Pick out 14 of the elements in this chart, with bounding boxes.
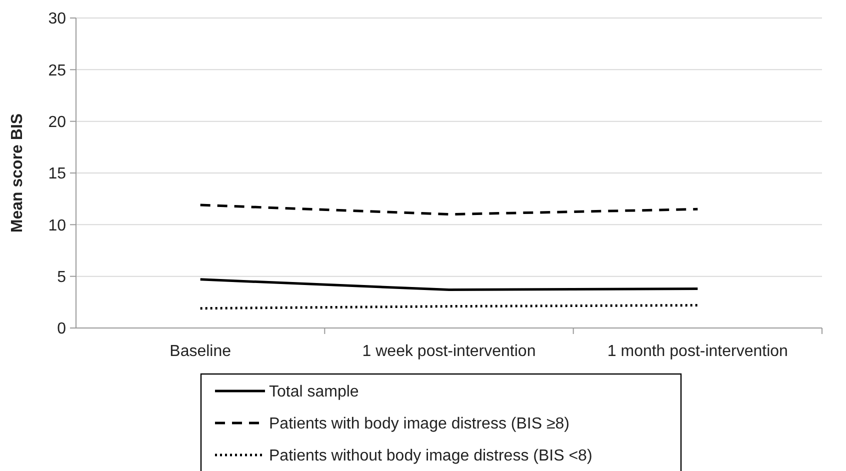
y-tick-label: 10 bbox=[48, 217, 66, 234]
y-tick-label: 5 bbox=[57, 268, 66, 286]
legend-label: Patients without body image distress (BIS <8) bbox=[269, 448, 592, 465]
y-tick-label: 0 bbox=[57, 320, 66, 338]
legend-label: Total sample bbox=[269, 384, 359, 401]
legend-label: Patients with body image distress (BIS ≥8) bbox=[269, 416, 570, 433]
x-tick-label: 1 week post-intervention bbox=[362, 343, 536, 360]
y-tick-label: 15 bbox=[48, 166, 66, 183]
y-axis-title: Mean score BIS bbox=[9, 113, 26, 233]
y-tick-label: 25 bbox=[48, 62, 66, 80]
x-tick-label: Baseline bbox=[170, 343, 232, 360]
y-tick-label: 20 bbox=[48, 114, 66, 131]
y-tick-label: 30 bbox=[48, 10, 66, 28]
x-tick-label: 1 month post-intervention bbox=[607, 343, 788, 360]
